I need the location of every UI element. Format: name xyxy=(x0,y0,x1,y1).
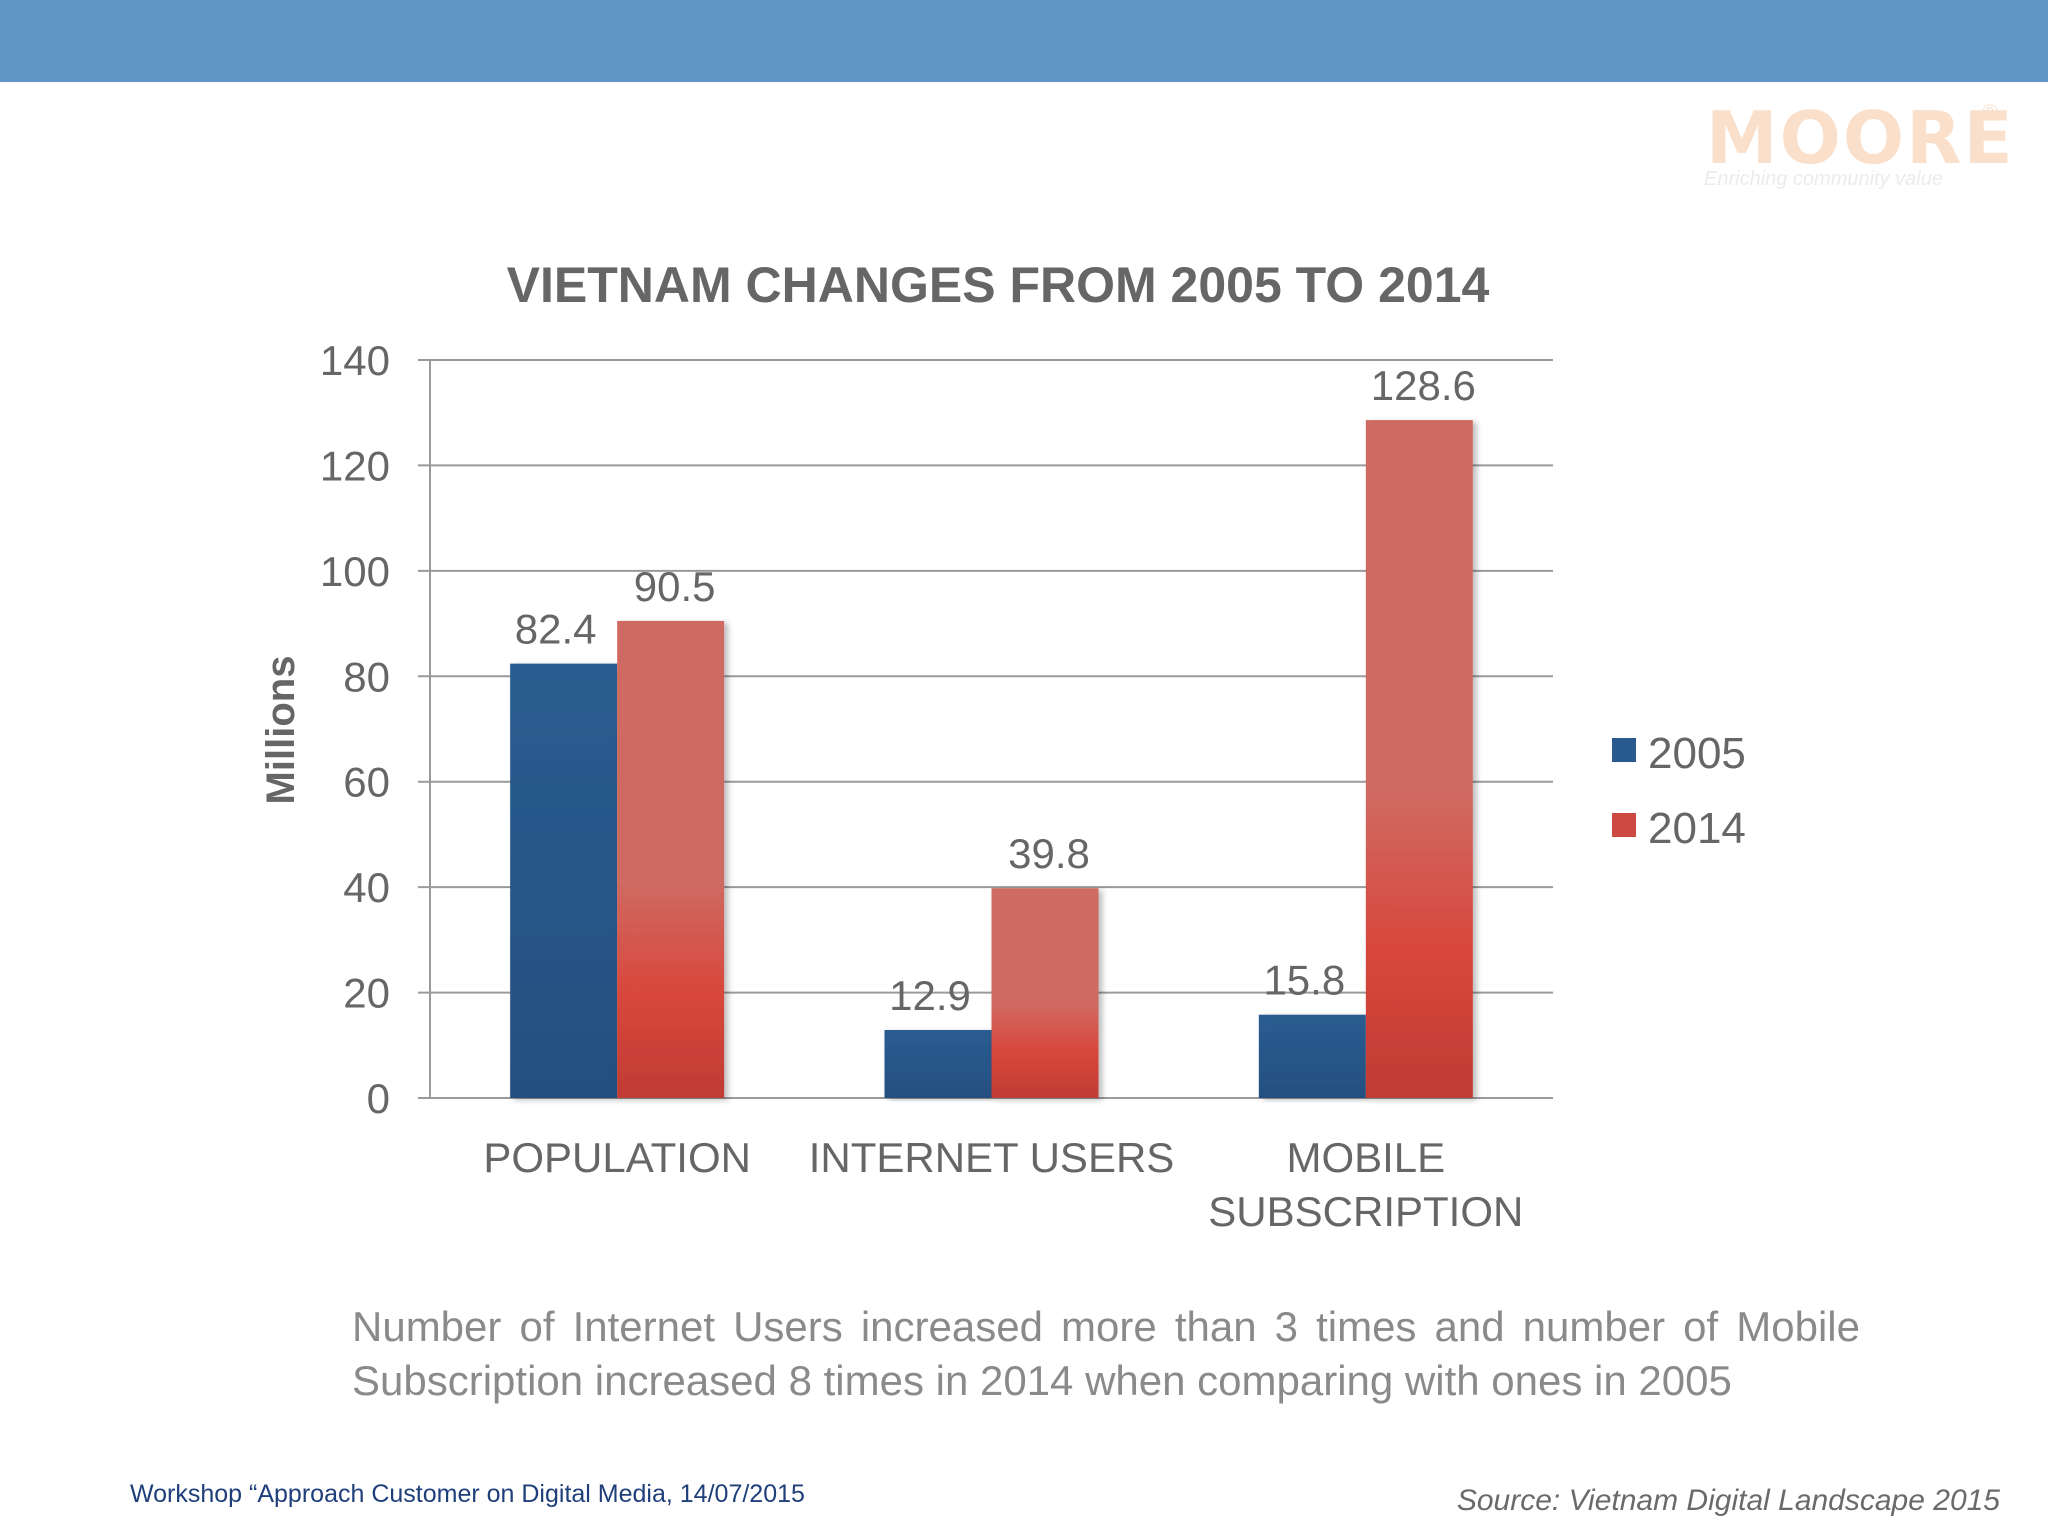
chart-title: VIETNAM CHANGES FROM 2005 TO 2014 xyxy=(507,257,1490,313)
data-label: 12.9 xyxy=(889,972,971,1019)
bar-2005-2 xyxy=(1258,1014,1366,1098)
x-axis-categories: POPULATION INTERNET USERS MOBILE SUBSCRIPTI… xyxy=(483,1134,1523,1235)
summary-text: Number of Internet Users increased more … xyxy=(352,1303,1860,1404)
bar-2005-0 xyxy=(510,663,618,1098)
data-label: 128.6 xyxy=(1371,362,1476,409)
data-label: 90.5 xyxy=(634,563,716,610)
data-label: 15.8 xyxy=(1263,957,1345,1004)
bars xyxy=(510,420,1473,1098)
bar-2005-1 xyxy=(884,1029,992,1098)
bar-2014-2 xyxy=(1365,420,1473,1098)
category-label: INTERNET USERS xyxy=(809,1134,1175,1181)
top-banner-bar xyxy=(0,0,2048,82)
y-tick-label: 140 xyxy=(320,337,390,384)
category-label: SUBSCRIPTION xyxy=(1208,1188,1523,1235)
bar-chart: VIETNAM CHANGES FROM 2005 TO 2014 Millio… xyxy=(259,257,1746,1235)
bar-2014-0 xyxy=(617,620,725,1098)
logo-wordmark: MOORE xyxy=(1706,96,2015,180)
logo-registered-mark: ® xyxy=(1982,100,1999,125)
y-tick-label: 100 xyxy=(320,548,390,595)
y-tick-label: 40 xyxy=(343,864,390,911)
y-axis-ticks: 0 20 40 60 80 100 120 140 xyxy=(320,337,390,1122)
data-labels: 82.4 90.5 12.9 39.8 15.8 128.6 xyxy=(515,362,1476,1019)
legend: 2005 2014 xyxy=(1612,729,1746,853)
logo-tagline: Enriching community value xyxy=(1704,168,1943,190)
bar-2014-1 xyxy=(991,888,1099,1098)
y-tick-label: 60 xyxy=(343,759,390,806)
workshop-footer: Workshop “Approach Customer on Digital M… xyxy=(130,1480,805,1508)
y-tick-label: 80 xyxy=(343,653,390,700)
moore-logo: MOORE ® Enriching community value xyxy=(1700,96,2013,196)
y-tick-label: 0 xyxy=(367,1075,390,1122)
legend-label: 2005 xyxy=(1648,729,1746,778)
y-tick-label: 120 xyxy=(320,442,390,489)
data-label: 82.4 xyxy=(515,606,597,653)
legend-swatch-2014 xyxy=(1612,813,1636,837)
source-citation: Source: Vietnam Digital Landscape 2015 xyxy=(1456,1484,2000,1517)
data-label: 39.8 xyxy=(1008,830,1090,877)
legend-swatch-2005 xyxy=(1612,738,1636,762)
y-tick-label: 20 xyxy=(343,970,390,1017)
legend-label: 2014 xyxy=(1648,804,1746,853)
y-axis-label: Millions xyxy=(259,656,303,805)
category-label: POPULATION xyxy=(483,1134,751,1181)
category-label: MOBILE xyxy=(1286,1134,1445,1181)
